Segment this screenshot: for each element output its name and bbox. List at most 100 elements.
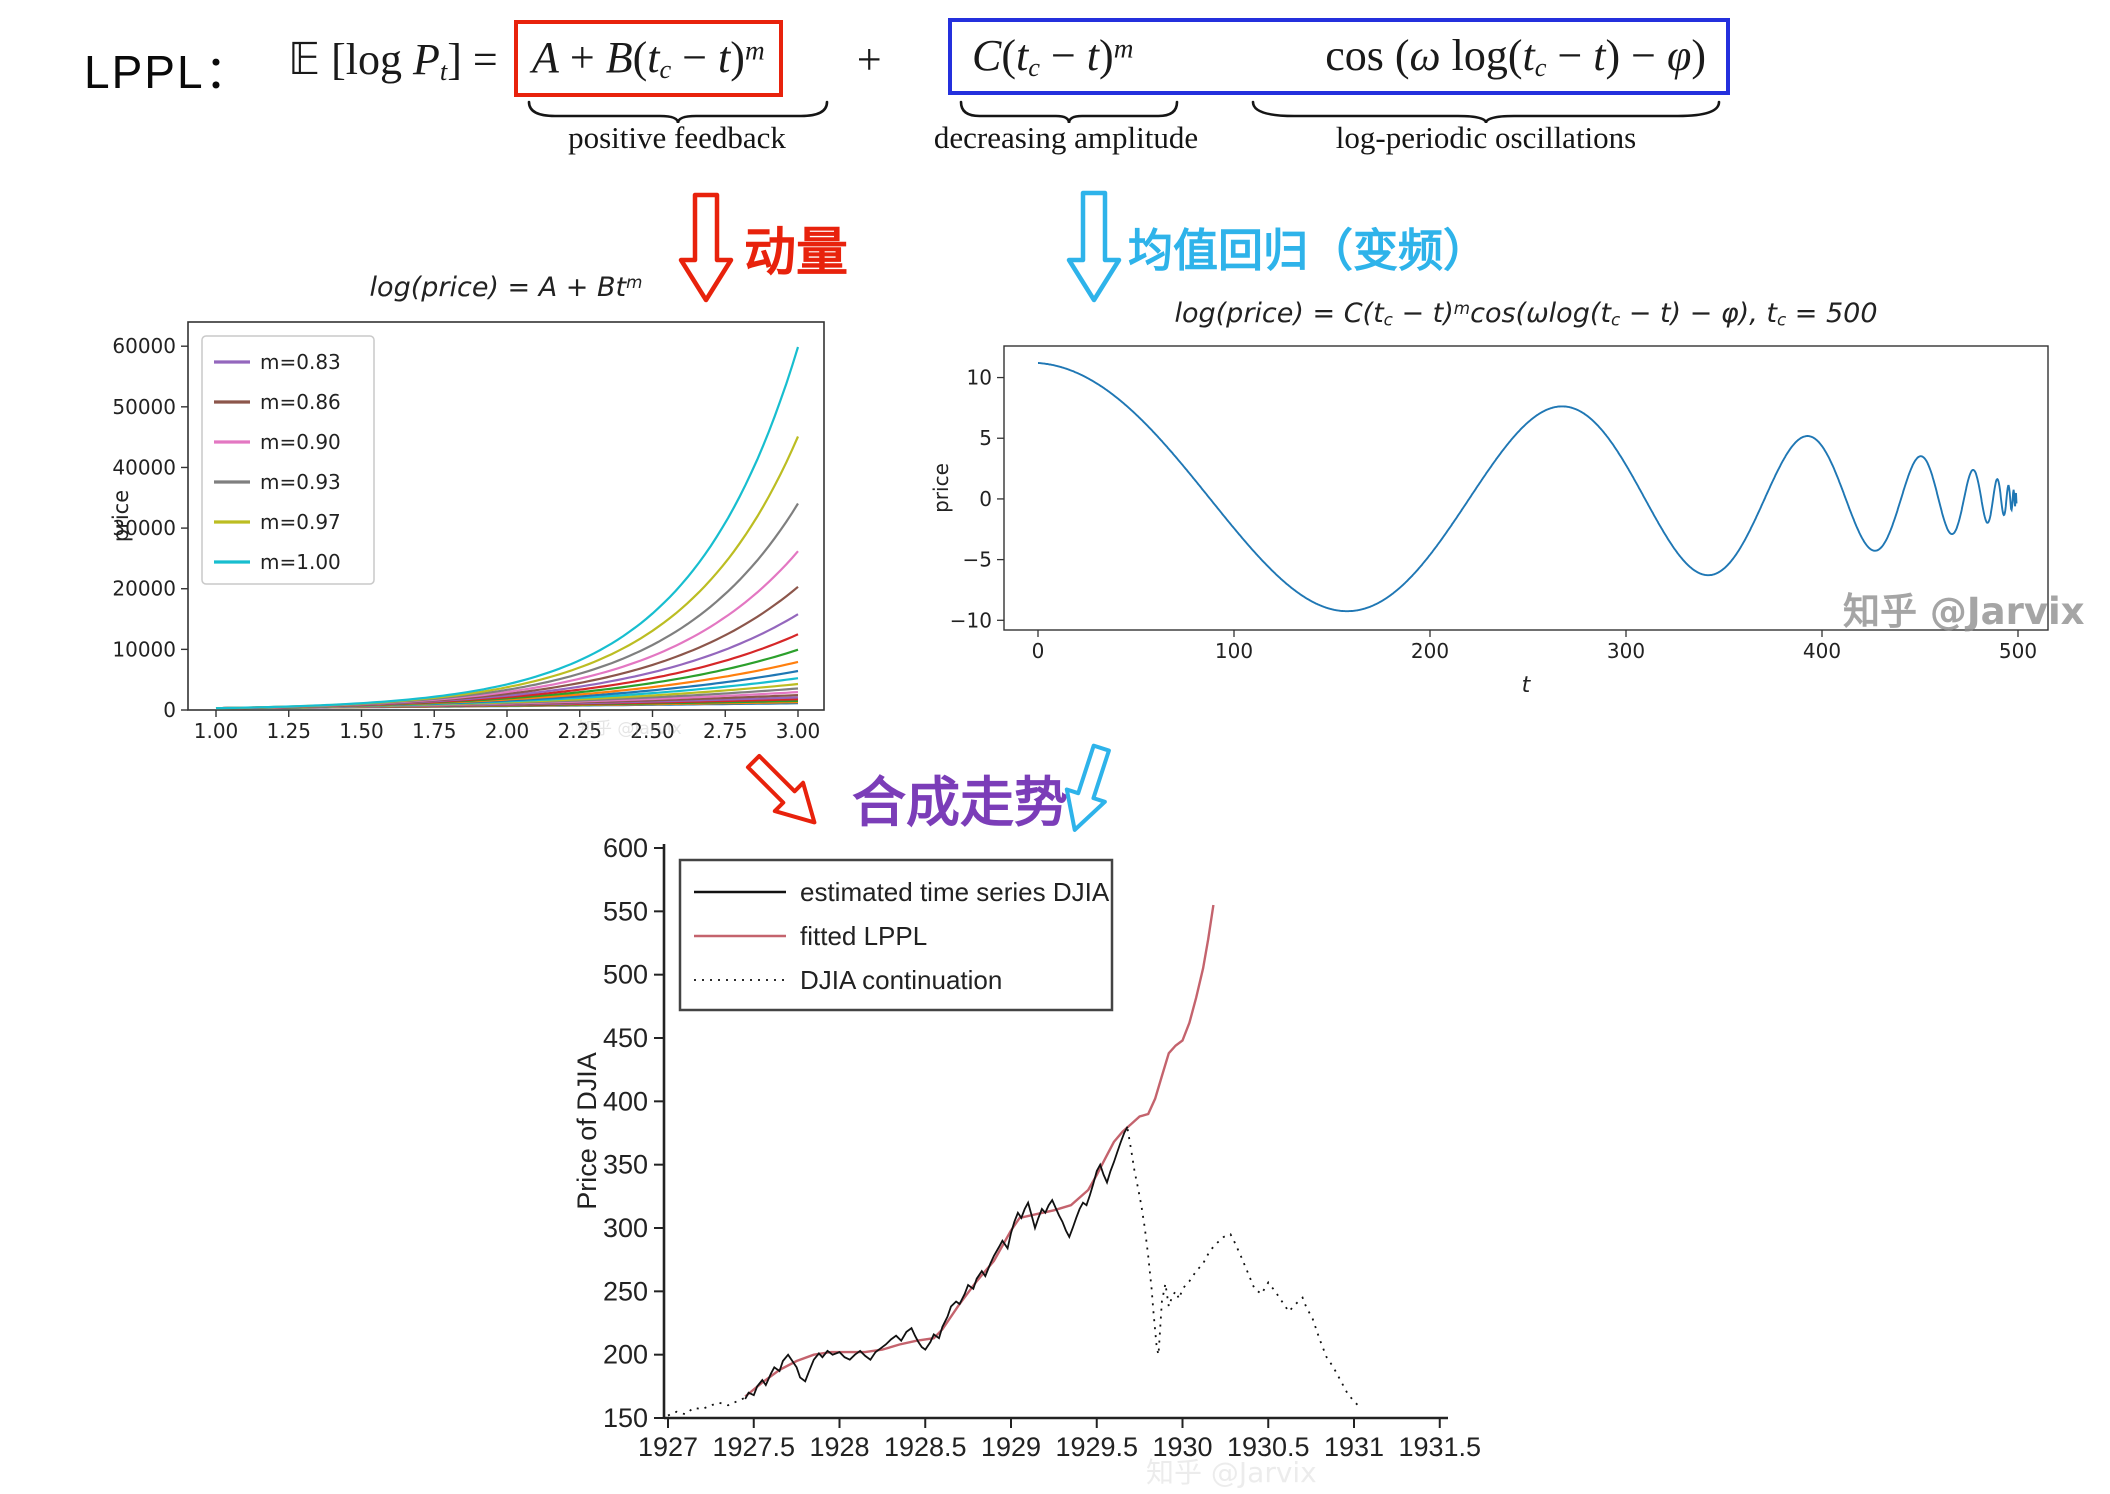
x-axis-label: t — [1522, 673, 1532, 698]
svg-text:1931: 1931 — [1324, 1432, 1384, 1462]
svg-text:300: 300 — [603, 1213, 648, 1243]
y-axis-ticks: 0 10000 20000 30000 40000 50000 60000 — [112, 334, 188, 722]
svg-text:5: 5 — [979, 426, 992, 450]
svg-text:40000: 40000 — [112, 455, 176, 479]
legend-label: m=0.97 — [260, 510, 341, 534]
x-axis-ticks: 1.00 1.25 1.50 1.75 2.00 2.25 2.50 2.75 3.00 — [194, 710, 821, 743]
svg-text:1928: 1928 — [809, 1432, 869, 1462]
legend-label: m=1.00 — [260, 550, 341, 574]
y-axis-label: Price of DJIA — [572, 1052, 602, 1210]
formula-term-amplitude: C(tc − t)m — [972, 31, 1134, 83]
legend-label: estimated time series DJIA — [800, 877, 1110, 907]
oscillation-chart: 0 100 200 300 400 500 10 5 0 −5 −10 price t 知乎 @Jarvi… — [929, 345, 2085, 698]
momentum-chart: 1.00 1.25 1.50 1.75 2.00 2.25 2.50 2.75 3.00 0 100… — [109, 321, 825, 743]
underbrace-positive-feedback — [527, 100, 829, 124]
svg-text:1929.5: 1929.5 — [1055, 1432, 1138, 1462]
momentum-label: 动量 — [744, 224, 849, 282]
legend-label: m=0.83 — [260, 350, 341, 374]
series-estimated-djia — [744, 1126, 1129, 1400]
synthesis-label: 合成走势 — [852, 773, 1068, 833]
svg-text:2.75: 2.75 — [703, 719, 748, 743]
legend-label: DJIA continuation — [800, 965, 1002, 995]
synthesis-red-arrow-icon — [745, 753, 817, 825]
svg-text:100: 100 — [1215, 639, 1253, 663]
watermark: 知乎 @Jarvix — [1146, 1456, 1317, 1489]
svg-text:400: 400 — [1803, 639, 1841, 663]
svg-text:1929: 1929 — [981, 1432, 1041, 1462]
svg-text:1.00: 1.00 — [194, 719, 239, 743]
power-law-curves — [215, 346, 800, 710]
svg-text:1927.5: 1927.5 — [712, 1432, 795, 1462]
formula-oscillation-box: C(tc − t)m cos (ω log(tc − t) − φ) — [948, 18, 1730, 96]
svg-text:2.50: 2.50 — [630, 719, 675, 743]
svg-text:150: 150 — [603, 1403, 648, 1433]
formula-label-decreasing-amplitude: decreasing amplitude — [933, 120, 1199, 155]
svg-text:500: 500 — [603, 960, 648, 990]
svg-text:20000: 20000 — [112, 577, 176, 601]
legend-label: m=0.90 — [260, 430, 341, 454]
momentum-chart-title: log(price) = A + Btm — [369, 272, 643, 303]
oscillation-curve — [1038, 362, 2018, 613]
svg-text:400: 400 — [603, 1086, 648, 1116]
underbrace-log-periodic — [1251, 100, 1721, 124]
x-axis-ticks: 1927 1927.5 1928 1928.5 1929 1929.5 1930 1930.5… — [638, 1418, 1481, 1462]
formula-term-power-law: A + B(tc − t)m — [514, 20, 783, 98]
svg-text:3.00: 3.00 — [776, 719, 821, 743]
legend: m=0.83 m=0.86 m=0.90 m=0.93 m=0.97 m=1.00 — [201, 335, 375, 585]
svg-text:1.75: 1.75 — [412, 719, 457, 743]
svg-text:600: 600 — [603, 833, 648, 863]
x-axis-ticks: 0 100 200 300 400 500 — [1032, 630, 2037, 663]
lppl-heading: LPPL： — [84, 46, 253, 98]
djia-chart: 1927 1927.5 1928 1928.5 1929 1929.5 1930 1930.5… — [572, 833, 1481, 1489]
svg-text:1.50: 1.50 — [339, 719, 384, 743]
svg-text:2.25: 2.25 — [557, 719, 602, 743]
svg-text:50000: 50000 — [112, 395, 176, 419]
mean-reversion-down-arrow-icon — [1066, 190, 1122, 303]
svg-text:500: 500 — [1999, 639, 2037, 663]
svg-text:450: 450 — [603, 1023, 648, 1053]
svg-text:1931.5: 1931.5 — [1398, 1432, 1481, 1462]
curve-m-1 — [215, 346, 800, 710]
formula-label-positive-feedback: positive feedback — [568, 120, 786, 155]
svg-text:30000: 30000 — [112, 516, 176, 540]
svg-text:1930.5: 1930.5 — [1227, 1432, 1310, 1462]
y-axis-ticks: 150 200 250 300 350 400 450 500 550 600 — [603, 833, 664, 1433]
momentum-down-arrow-icon — [678, 192, 734, 303]
svg-text:2.00: 2.00 — [485, 719, 530, 743]
series-fitted-lppl — [744, 904, 1215, 1398]
svg-text:1930: 1930 — [1152, 1432, 1212, 1462]
svg-text:0: 0 — [163, 698, 176, 722]
formula-plus-sign: + — [854, 35, 884, 84]
svg-text:1927: 1927 — [638, 1432, 698, 1462]
svg-text:350: 350 — [603, 1150, 648, 1180]
formula-label-log-periodic: log-periodic oscillations — [1335, 120, 1637, 155]
svg-text:−5: −5 — [963, 548, 992, 572]
synthesis-blue-arrow-icon — [1064, 743, 1111, 832]
svg-text:0: 0 — [979, 487, 992, 511]
svg-text:250: 250 — [603, 1276, 648, 1306]
watermark: 知乎 @Jarvix — [1843, 590, 2085, 633]
legend-label: m=0.86 — [260, 390, 341, 414]
formula-term-cosine: cos (ω log(tc − t) − φ) — [1325, 31, 1706, 83]
svg-text:0: 0 — [1032, 639, 1045, 663]
svg-text:300: 300 — [1607, 639, 1645, 663]
series-pre-window — [667, 1396, 746, 1417]
mean-reversion-label: 均值回归（变频） — [1128, 225, 1489, 276]
legend-label: fitted LPPL — [800, 921, 927, 951]
svg-text:200: 200 — [603, 1340, 648, 1370]
svg-text:10000: 10000 — [112, 637, 176, 661]
legend: estimated time series DJIA fitted LPPL DJI… — [678, 858, 1114, 1012]
svg-text:550: 550 — [603, 896, 648, 926]
svg-text:10: 10 — [967, 366, 992, 390]
y-axis-label: price — [109, 490, 133, 542]
legend-label: m=0.93 — [260, 470, 341, 494]
svg-text:60000: 60000 — [112, 334, 176, 358]
y-axis-label: price — [929, 463, 953, 513]
oscillation-chart-title: log(price) = C(tc − t)mcos(ωlog(tc − t) … — [1174, 298, 1878, 330]
y-axis-ticks: 10 5 0 −5 −10 — [950, 366, 1004, 632]
svg-text:200: 200 — [1411, 639, 1449, 663]
watermark: 知乎 @Jarvix — [578, 719, 682, 739]
svg-text:1928.5: 1928.5 — [884, 1432, 967, 1462]
underbrace-decreasing-amplitude — [959, 100, 1179, 124]
formula-lhs: 𝔼 [log Pt] = — [288, 35, 498, 87]
